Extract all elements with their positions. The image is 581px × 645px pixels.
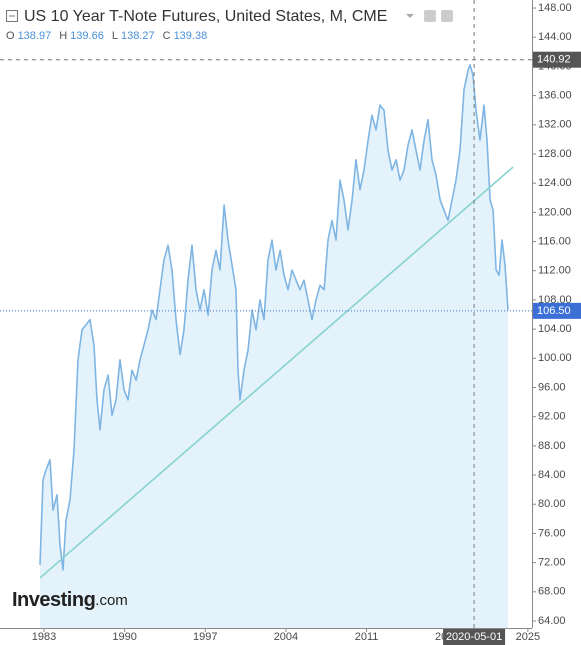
y-tick-label: 84.00 (538, 469, 566, 481)
dropdown-arrow[interactable] (406, 14, 414, 18)
chart-title: US 10 Year T-Note Futures, United States… (24, 8, 387, 25)
y-tick-label: 92.00 (538, 411, 566, 423)
y-tick-label: 148.00 (538, 2, 572, 14)
crosshair-y-box (533, 51, 581, 68)
y-tick-label: 132.00 (538, 119, 572, 131)
y-tick-label: 72.00 (538, 557, 566, 569)
ohlc-value: 139.38 (174, 30, 208, 42)
ohlc-label: O (6, 30, 15, 42)
ohlc-value: 139.66 (70, 30, 104, 42)
watermark: Investing.com (12, 589, 128, 611)
ohlc-values: O 138.97 H 139.66 L 138.27 C 139.38 (6, 30, 207, 42)
y-tick-label: 68.00 (538, 586, 566, 598)
y-tick-label: 116.00 (538, 235, 571, 247)
ohlc-value: 138.27 (121, 30, 155, 42)
crosshair-x-box (443, 629, 506, 645)
y-tick-label: 64.00 (538, 615, 566, 627)
x-tick-label: 1983 (32, 631, 56, 643)
y-tick-label: 112.00 (538, 265, 571, 277)
y-tick-label: 124.00 (538, 177, 572, 189)
y-tick-label: 120.00 (538, 206, 572, 218)
close-icon[interactable] (441, 10, 453, 22)
last-price-label: 106.50 (537, 305, 571, 317)
crosshair-y-label: 140.92 (537, 54, 571, 66)
y-tick-label: 76.00 (538, 527, 566, 539)
x-tick-label: 1997 (193, 631, 217, 643)
settings-icon[interactable] (424, 10, 436, 22)
watermark-domain: .com (95, 592, 128, 609)
y-tick-label: 128.00 (538, 148, 572, 160)
y-tick-label: 96.00 (538, 381, 566, 393)
ohlc-value: 138.97 (18, 30, 52, 42)
y-tick-label: 108.00 (538, 294, 572, 306)
x-tick-label: 2011 (355, 631, 379, 643)
x-tick-label: 2025 (516, 631, 540, 643)
watermark-brand: Investing (12, 589, 95, 611)
y-tick-label: 144.00 (538, 31, 572, 43)
x-tick-label: 1990 (112, 631, 136, 643)
area (40, 64, 508, 628)
y-tick-label: 88.00 (538, 440, 566, 452)
ohlc-label: L (112, 30, 118, 42)
y-tick-label: 136.00 (538, 90, 572, 102)
x-tick-label: 2004 (274, 631, 298, 643)
y-tick-label: 80.00 (538, 498, 566, 510)
ohlc-label: H (59, 30, 67, 42)
ohlc-label: C (163, 30, 171, 42)
crosshair-x-label: 2020-05-01 (446, 631, 502, 643)
y-tick-label: 100.00 (538, 352, 572, 364)
header: US 10 Year T-Note Futures, United States… (6, 8, 453, 42)
plot-area (39, 64, 514, 628)
y-tick-label: 104.00 (538, 323, 572, 335)
last-price-box (533, 302, 581, 319)
price-line (39, 64, 509, 571)
trendline (39, 166, 514, 579)
